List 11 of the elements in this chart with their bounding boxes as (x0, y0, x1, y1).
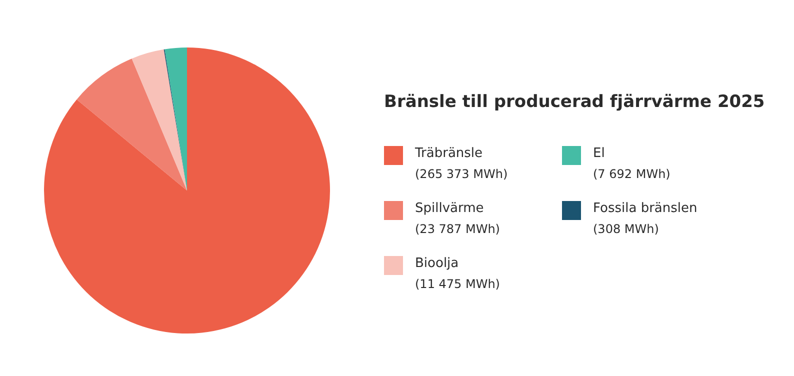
legend-label: El (593, 146, 606, 161)
legend-label: Bioolja (415, 256, 460, 271)
data-label: (23 787 MWh) (415, 222, 500, 236)
data-label: (308 MWh) (593, 222, 660, 236)
legend-label: Spillvärme (415, 201, 485, 216)
text: Bränsle till producerad fjärrvärme 2025 (384, 92, 765, 112)
legend-label: Fossila bränslen (593, 201, 698, 216)
data-label: (11 475 MWh) (415, 277, 500, 291)
data-label: (265 373 MWh) (415, 167, 508, 181)
legend-label: Träbränsle (415, 146, 484, 161)
data-label: (7 692 MWh) (593, 167, 670, 181)
